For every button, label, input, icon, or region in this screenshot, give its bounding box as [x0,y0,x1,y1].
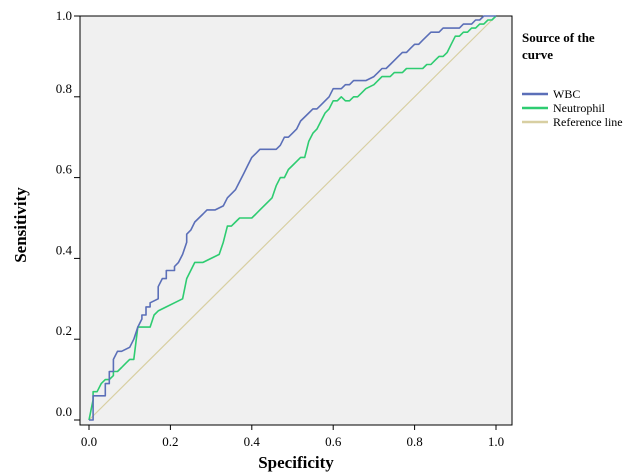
y-tick-label: 0.0 [56,404,72,419]
x-tick-label: 1.0 [488,434,504,449]
y-tick-label: 0.2 [56,323,72,338]
x-tick-label: 0.6 [325,434,342,449]
x-axis-title: Specificity [258,453,334,472]
x-tick-label: 0.8 [406,434,422,449]
legend-title-line1: Source of the [522,30,595,45]
legend-label-neutrophil: Neutrophil [553,101,606,115]
y-axis-title: Sensitivity [11,187,30,263]
x-tick-label: 0.2 [162,434,178,449]
y-tick-label: 0.6 [56,162,73,177]
y-tick-label: 1.0 [56,8,72,23]
y-axis: 0.0 0.2 0.4 0.6 0.8 1.0 [56,8,80,421]
legend-title-line2: curve [522,47,553,62]
y-tick-label: 0.8 [56,81,72,96]
series-lines [88,15,497,421]
x-tick-label: 0.4 [244,434,261,449]
x-tick-label: 0.0 [81,434,97,449]
plot-area [79,15,513,426]
legend: Source of the curve WBCNeutrophilReferen… [522,30,623,129]
legend-label-wbc: WBC [553,87,580,101]
series-line-wbc [89,15,496,421]
series-line-neutrophil [88,15,497,421]
legend-label-reference-line: Reference line [553,115,623,129]
y-tick-label: 0.4 [56,242,73,257]
series-line-reference-line [88,15,497,421]
x-axis: 0.0 0.2 0.4 0.6 0.8 1.0 [81,425,504,449]
